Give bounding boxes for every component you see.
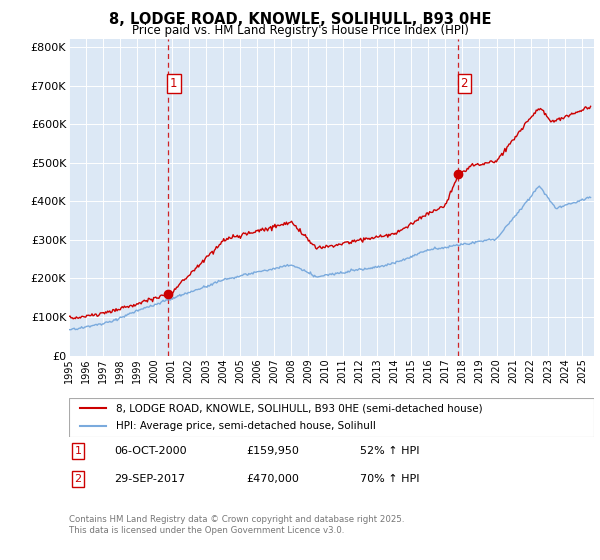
Text: 8, LODGE ROAD, KNOWLE, SOLIHULL, B93 0HE: 8, LODGE ROAD, KNOWLE, SOLIHULL, B93 0HE xyxy=(109,12,491,27)
Text: 8, LODGE ROAD, KNOWLE, SOLIHULL, B93 0HE (semi-detached house): 8, LODGE ROAD, KNOWLE, SOLIHULL, B93 0HE… xyxy=(116,403,483,413)
Text: HPI: Average price, semi-detached house, Solihull: HPI: Average price, semi-detached house,… xyxy=(116,421,376,431)
Text: 2: 2 xyxy=(461,77,468,90)
Text: £470,000: £470,000 xyxy=(246,474,299,484)
Text: 29-SEP-2017: 29-SEP-2017 xyxy=(114,474,185,484)
Text: 06-OCT-2000: 06-OCT-2000 xyxy=(114,446,187,456)
Text: 70% ↑ HPI: 70% ↑ HPI xyxy=(360,474,419,484)
Text: 2: 2 xyxy=(74,474,82,484)
Text: Price paid vs. HM Land Registry's House Price Index (HPI): Price paid vs. HM Land Registry's House … xyxy=(131,24,469,36)
Text: 1: 1 xyxy=(74,446,82,456)
Text: £159,950: £159,950 xyxy=(246,446,299,456)
Text: 1: 1 xyxy=(170,77,178,90)
Text: Contains HM Land Registry data © Crown copyright and database right 2025.
This d: Contains HM Land Registry data © Crown c… xyxy=(69,515,404,535)
Text: 52% ↑ HPI: 52% ↑ HPI xyxy=(360,446,419,456)
